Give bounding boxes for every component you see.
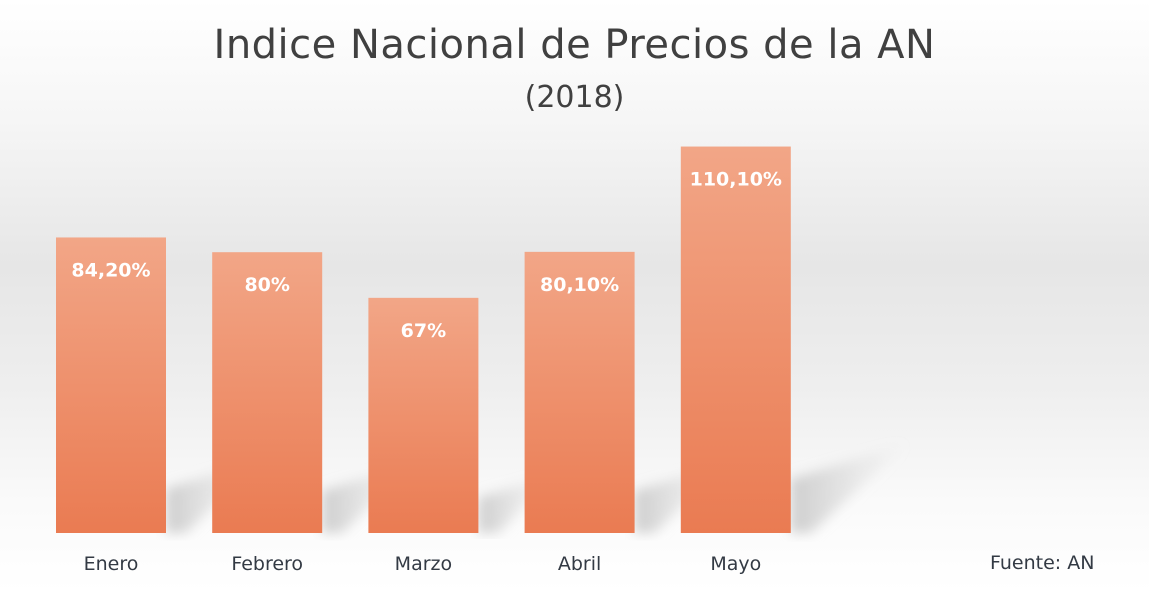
data-label: 84,20% [71, 259, 150, 281]
x-tick-label: Enero [84, 553, 139, 575]
bar-shadow [790, 443, 908, 533]
x-tick-label: Abril [558, 553, 601, 575]
bar-abril [524, 251, 635, 533]
bar-marzo [368, 297, 479, 533]
bar-mayo [680, 146, 791, 533]
x-tick-label: Marzo [395, 553, 452, 575]
chart-title: Indice Nacional de Precios de la AN [213, 22, 936, 68]
data-label: 110,10% [690, 169, 782, 191]
source-note: Fuente: AN [990, 552, 1095, 574]
bar-enero [56, 237, 166, 533]
data-label: 80,10% [540, 274, 619, 296]
chart-subtitle: (2018) [524, 80, 625, 115]
x-tick-label: Febrero [231, 553, 303, 575]
x-tick-label: Mayo [710, 553, 761, 575]
bar-febrero [212, 252, 323, 533]
data-label: 67% [401, 320, 446, 342]
data-label: 80% [244, 274, 289, 296]
